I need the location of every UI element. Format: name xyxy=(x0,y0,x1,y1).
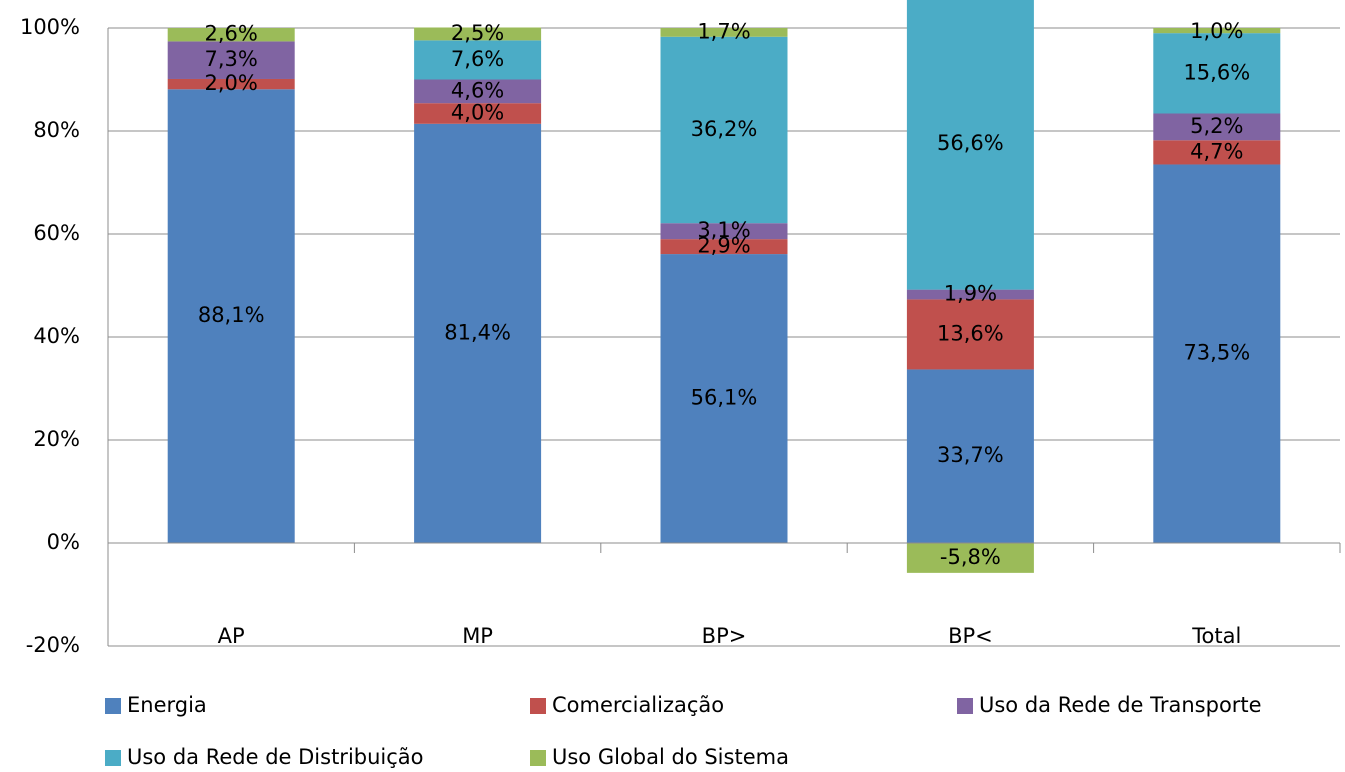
bar-segment xyxy=(906,0,1034,290)
data-label: 5,2% xyxy=(1190,114,1243,138)
data-label: 2,6% xyxy=(205,22,258,46)
bar-segment xyxy=(906,299,1034,370)
y-tick-label: 100% xyxy=(20,15,80,39)
legend-swatch xyxy=(530,750,546,766)
y-tick-label: 60% xyxy=(33,221,80,245)
data-label: -5,8% xyxy=(940,545,1001,569)
bar-segment xyxy=(906,369,1034,543)
bar-segment xyxy=(167,41,295,79)
legend-swatch xyxy=(530,698,546,714)
bars xyxy=(167,0,1281,573)
bar-segment xyxy=(414,40,542,80)
data-label: 4,6% xyxy=(451,78,504,102)
data-label: 1,7% xyxy=(697,19,750,43)
y-tick-label: -20% xyxy=(26,633,80,657)
bar-segment xyxy=(1153,33,1281,114)
bar-segment xyxy=(660,223,788,240)
bar-segment xyxy=(167,78,295,90)
legend-label: Energia xyxy=(127,693,207,717)
legend-label: Comercialização xyxy=(552,693,724,717)
x-tick-label: BP> xyxy=(702,624,747,648)
data-label: 88,1% xyxy=(198,303,265,327)
foreground: -20% 0% 20% 40% 60% 80% 100% AP 88,1% 2,0%7,3%2,6… xyxy=(20,15,1341,769)
x-tick-label: BP< xyxy=(948,624,993,648)
legend-label: Uso Global do Sistema xyxy=(552,745,789,769)
x-tick-label: AP xyxy=(218,624,245,648)
data-label: 3,1% xyxy=(697,218,750,242)
bar-segment xyxy=(167,89,295,543)
bar-segment xyxy=(167,28,295,42)
data-label: 4,7% xyxy=(1190,139,1243,163)
data-label: 33,7% xyxy=(937,443,1004,467)
x-tick-label: MP xyxy=(462,624,493,648)
bar-segment xyxy=(660,254,788,543)
bar-segment xyxy=(414,103,542,124)
data-label: 15,6% xyxy=(1183,60,1250,84)
data-label: 1,9% xyxy=(944,282,997,306)
legend-label: Uso da Rede de Transporte xyxy=(979,693,1262,717)
data-label: 81,4% xyxy=(444,320,511,344)
bar-segment xyxy=(906,289,1034,300)
data-label: 36,2% xyxy=(691,117,758,141)
y-tick-label: 20% xyxy=(33,427,80,451)
bar-segment xyxy=(414,123,542,543)
legend-swatch xyxy=(105,750,121,766)
data-label: 56,1% xyxy=(691,386,758,410)
y-tick-label: 80% xyxy=(33,118,80,142)
y-tick-label: 40% xyxy=(33,324,80,348)
bar-segment xyxy=(414,79,542,104)
legend-swatch xyxy=(957,698,973,714)
data-label: 7,6% xyxy=(451,47,504,71)
bar-segment xyxy=(1153,28,1281,34)
data-label: 7,3% xyxy=(205,47,258,71)
data-label: 56,6% xyxy=(937,131,1004,155)
legend-label: Uso da Rede de Distribuição xyxy=(127,745,424,769)
data-label: 73,5% xyxy=(1183,341,1250,365)
data-label: 13,6% xyxy=(937,321,1004,345)
bar-segment xyxy=(660,239,788,255)
data-label: 2,5% xyxy=(451,21,504,45)
bar-segment xyxy=(660,28,788,37)
bar-segment xyxy=(414,27,542,41)
data-label: 1,0% xyxy=(1190,19,1243,43)
y-tick-label: 0% xyxy=(47,530,80,554)
bar-segment xyxy=(1153,164,1281,543)
bar-segment xyxy=(660,36,788,224)
x-tick-label: Total xyxy=(1191,624,1241,648)
data-label: 4,0% xyxy=(451,100,504,124)
bar-segment xyxy=(1153,140,1281,165)
legend-swatch xyxy=(105,698,121,714)
data-label: 2,0% xyxy=(205,71,258,95)
data-label: 2,9% xyxy=(697,234,750,258)
bar-segment xyxy=(1153,113,1281,141)
bar-segment xyxy=(906,543,1034,573)
